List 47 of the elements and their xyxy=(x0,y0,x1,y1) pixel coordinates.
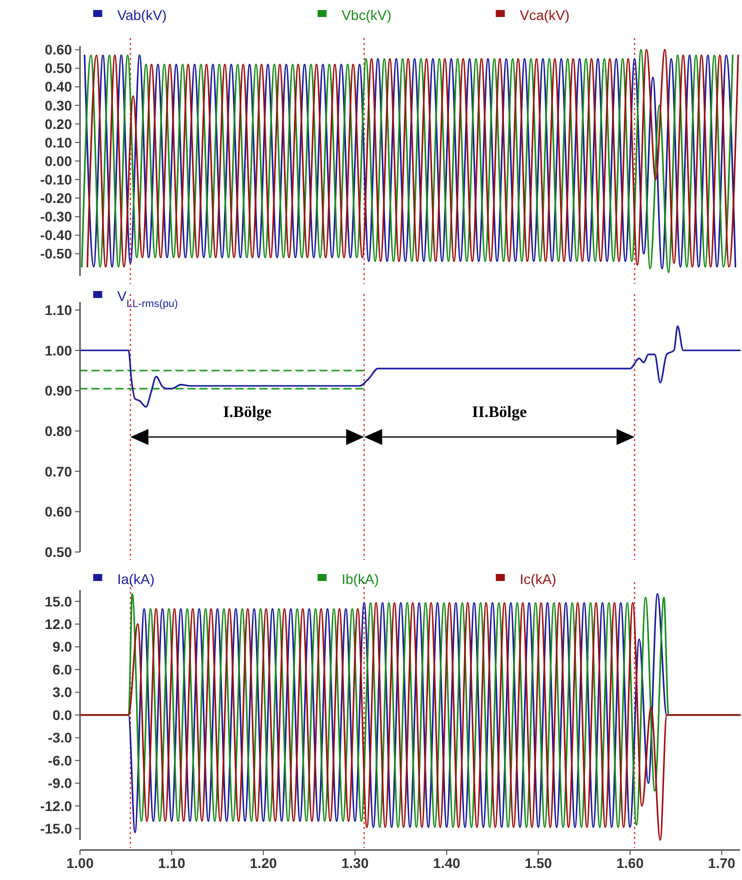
x-tick-label: 1.00 xyxy=(66,855,94,871)
y-tick-label: 0.90 xyxy=(44,382,72,399)
legend-label: Vbc(kV) xyxy=(342,7,392,24)
y-tick-label: 0.30 xyxy=(44,97,72,114)
y-tick-label: -0.30 xyxy=(40,208,72,225)
legend-label: Ib(kA) xyxy=(342,571,379,588)
x-tick-label: 1.30 xyxy=(341,855,369,871)
y-tick-label: -9.0 xyxy=(48,775,72,792)
y-tick-label: -0.40 xyxy=(40,227,72,244)
legend-label: V$_{LL-rms(pu)}$ xyxy=(117,288,178,310)
y-tick-label: 0.50 xyxy=(44,544,72,560)
y-tick-label: 0.10 xyxy=(44,134,72,150)
y-tick-label: -6.0 xyxy=(48,752,72,768)
y-tick-label: 0.60 xyxy=(44,42,72,58)
x-tick-label: 1.50 xyxy=(524,855,552,871)
x-tick-label: 1.40 xyxy=(433,855,461,871)
y-tick-label: 0.60 xyxy=(44,504,72,520)
y-tick-label: 1.10 xyxy=(44,302,72,318)
legend-label: Vca(kV) xyxy=(520,7,570,24)
y-tick-label: -3.0 xyxy=(48,730,72,746)
y-tick-label: 9.0 xyxy=(52,638,72,655)
y-tick-label: 6.0 xyxy=(52,661,72,678)
y-tick-label: -12.0 xyxy=(40,798,72,814)
x-tick-label: 1.60 xyxy=(616,855,644,871)
y-tick-label: 0.0 xyxy=(52,706,72,723)
annotation: II.Bölge xyxy=(472,404,527,421)
y-tick-label: 0.00 xyxy=(44,152,72,169)
legend-label: Vab(kV) xyxy=(117,7,167,24)
x-tick-label: 1.70 xyxy=(708,855,736,871)
annotation: I.Bölge xyxy=(223,404,272,421)
y-tick-label: 12.0 xyxy=(44,616,72,632)
y-tick-label: -15.0 xyxy=(40,820,72,837)
y-tick-label: 3.0 xyxy=(52,684,72,700)
legend-label: Ia(kA) xyxy=(117,571,155,588)
y-tick-label: -0.10 xyxy=(40,171,72,188)
y-tick-label: 0.50 xyxy=(44,60,72,76)
y-tick-label: -0.20 xyxy=(40,190,72,206)
y-tick-label: 1.00 xyxy=(44,342,72,358)
y-tick-label: 15.0 xyxy=(44,593,72,610)
y-tick-label: 0.40 xyxy=(44,78,72,95)
y-tick-label: 0.70 xyxy=(44,463,72,480)
y-tick-label: 0.20 xyxy=(44,116,72,132)
legend-label: Ic(kA) xyxy=(520,571,556,588)
y-tick-label: -0.50 xyxy=(40,246,72,262)
y-tick-label: 0.80 xyxy=(44,422,72,439)
x-tick-label: 1.10 xyxy=(158,855,186,871)
x-tick-label: 1.20 xyxy=(250,855,278,871)
